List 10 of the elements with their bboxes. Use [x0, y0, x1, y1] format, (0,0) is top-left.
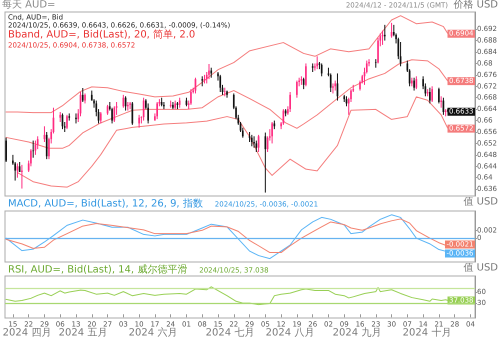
text: 2024 五月 — [58, 328, 108, 338]
text: 2024 八月 — [266, 328, 314, 338]
chart-title: RSI, AUD=, Bid(Last), 14, 威尔德平滑 — [8, 264, 188, 276]
text: 2024 四月 — [2, 328, 52, 338]
chart-title: MACD, AUD=, Bid(Last), 12, 26, 9, 指数 — [8, 198, 203, 210]
text: 2024 六月 — [128, 326, 178, 338]
annotation: Bband, AUD=, Bid(Last), 20, 简单, 2.0 — [8, 28, 196, 40]
text: 2024 九月 — [332, 326, 382, 338]
text: 2024 七月 — [206, 326, 254, 338]
text: 2024 十月 — [402, 326, 452, 338]
